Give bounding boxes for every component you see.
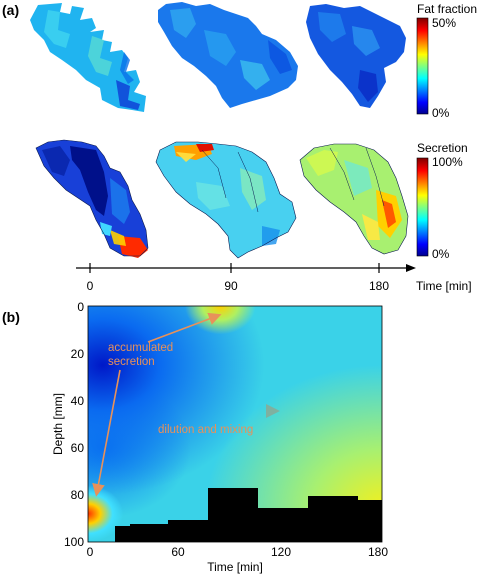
y-tick-label: 80 (71, 488, 85, 502)
fat-colorbar-title: Fat fraction (417, 2, 477, 16)
secretion-colorbar-max: 100% (432, 155, 463, 169)
x-tick-label: 180 (368, 545, 388, 559)
timeline-arrowhead (406, 264, 416, 272)
secretion-colorbar-gradient (416, 157, 429, 257)
secretion-colorbar-title: Secretion (417, 141, 468, 155)
panel-b-label: (b) (2, 309, 20, 325)
panel-b-axes: 0 20 40 60 80 100 0 60 120 180 Time [min… (51, 300, 388, 574)
secretion-arrow-bottom (92, 369, 121, 497)
secretion-slice-t90 (155, 141, 297, 259)
y-tick-label: 60 (71, 441, 85, 455)
fat-slice-t180 (306, 4, 406, 108)
accumulated-secretion-label-line1: accumulated (108, 342, 173, 354)
fat-colorbar-max: 50% (432, 16, 456, 30)
timeline-label: Time [min] (416, 279, 472, 293)
secretion-colorbar-min: 0% (432, 247, 450, 261)
dilution-mixing-label: dilution and mixing (158, 424, 253, 436)
timeline-tick-label: 90 (224, 279, 238, 293)
secretion-slice-t0 (35, 139, 149, 258)
secretion-slices (35, 139, 409, 259)
annotations: accumulated secretion dilution and mixin… (92, 312, 280, 497)
y-tick-label: 100 (64, 535, 84, 549)
fat-slice-t0 (30, 3, 146, 112)
panel-a-label: (a) (2, 2, 19, 18)
depth-time-heatmap (87, 305, 383, 543)
accumulated-secretion-label-line2: secretion (108, 356, 155, 368)
x-tick-label: 120 (271, 545, 291, 559)
secretion-colorbar: Secretion 100% 0% (416, 141, 468, 261)
fat-colorbar-gradient (416, 17, 429, 115)
y-tick-label: 0 (77, 300, 84, 314)
y-tick-label: 20 (71, 347, 85, 361)
secretion-slice-t180 (299, 143, 409, 255)
fat-colorbar-min: 0% (432, 106, 450, 120)
timeline: 0 90 180 Time [min] (76, 263, 472, 293)
fat-fraction-colorbar: Fat fraction 50% 0% (416, 2, 477, 120)
y-axis-label: Depth [mm] (51, 393, 65, 455)
secretion-arrow-top (147, 312, 222, 343)
fat-slice-t90 (158, 2, 298, 108)
x-tick-label: 60 (171, 545, 185, 559)
x-axis-label: Time [min] (207, 560, 263, 574)
x-tick-label: 0 (87, 545, 94, 559)
timeline-tick-label: 0 (87, 279, 94, 293)
heatmap-frame (87, 305, 383, 543)
fat-fraction-slices (30, 2, 406, 112)
mixing-arrowhead (266, 404, 280, 418)
y-tick-label: 40 (71, 394, 85, 408)
timeline-tick-label: 180 (369, 279, 389, 293)
masked-region (115, 488, 382, 542)
